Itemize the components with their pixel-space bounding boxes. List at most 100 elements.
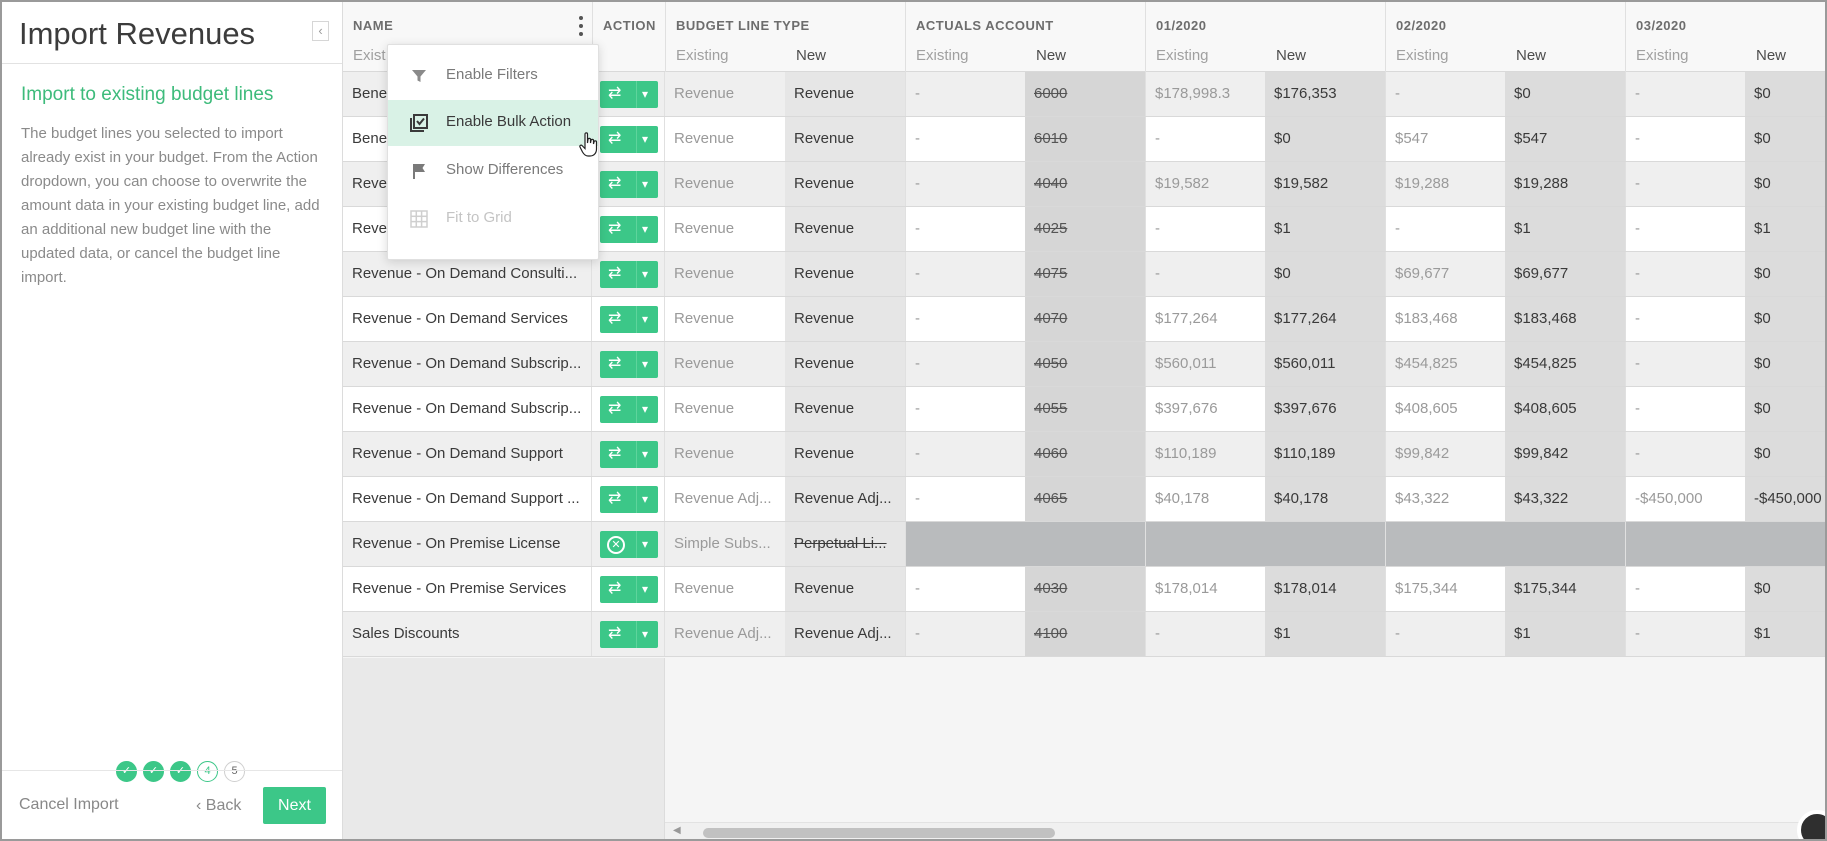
swap-arrows-icon: ⇄ [608,625,622,642]
swap-arrows-icon: ⇄ [608,490,622,507]
month-3-existing-cell: - [1625,252,1745,296]
chevron-down-icon: ▾ [642,402,649,416]
type-existing-cell: Revenue [665,567,785,611]
subcolumn-new: New [1516,47,1547,64]
column-menu-icon[interactable] [578,16,584,36]
swap-arrows-icon: ⇄ [608,130,622,147]
overwrite-action-dropdown[interactable]: ⇄ ▾ [600,441,658,468]
type-new-cell: Revenue [785,567,905,611]
month-3-existing-cell: - [1625,297,1745,341]
account-existing-cell: - [905,252,1025,296]
divider [2,63,342,64]
type-existing-cell: Revenue Adj... [665,612,785,656]
menu-item-fit-to-grid[interactable]: Fit to Grid [388,196,598,242]
divider [636,531,637,558]
month-3-new-cell: $0 [1745,162,1825,206]
column-header-budget-line-type[interactable]: BUDGET LINE TYPE Existing New [665,2,905,72]
month-1-existing-cell [1145,522,1265,566]
month-3-new-cell: -$450,000 [1745,477,1825,521]
overwrite-action-dropdown[interactable]: ⇄ ▾ [600,351,658,378]
account-existing-cell [905,522,1025,566]
chevron-down-icon: ▾ [642,447,649,461]
column-header-action[interactable]: ACTION [592,2,665,72]
overwrite-action-dropdown[interactable]: ⇄ ▾ [600,306,658,333]
column-header-month-1[interactable]: 01/2020 Existing New [1145,2,1385,72]
overwrite-action-dropdown[interactable]: ⇄ ▾ [600,261,658,288]
column-header-actuals-account[interactable]: ACTUALS ACCOUNT Existing New [905,2,1145,72]
overwrite-action-dropdown[interactable]: ⇄ ▾ [600,216,658,243]
divider [636,126,637,153]
action-cell: ⇄ ▾ [592,477,665,521]
type-existing-cell: Revenue [665,252,785,296]
back-link[interactable]: ‹ Back [196,797,241,815]
swap-arrows-icon: ⇄ [608,85,622,102]
column-title: 02/2020 [1396,18,1447,33]
type-existing-cell: Revenue [665,432,785,476]
account-existing-cell: - [905,162,1025,206]
swap-arrows-icon: ⇄ [608,355,622,372]
type-existing-cell: Revenue [665,297,785,341]
overwrite-action-dropdown[interactable]: ⇄ ▾ [600,126,658,153]
filter-icon [412,70,426,82]
account-new-cell: 6000 [1025,72,1145,116]
subcolumn-new: New [1276,47,1307,64]
account-new-cell: 6010 [1025,117,1145,161]
menu-item-show-differences[interactable]: Show Differences [388,148,598,194]
column-header-month-2[interactable]: 02/2020 Existing New [1385,2,1625,72]
swap-arrows-icon: ⇄ [608,400,622,417]
swap-arrows-icon: ⇄ [608,265,622,282]
type-existing-cell: Simple Subs... [665,522,785,566]
month-2-existing-cell: - [1385,72,1505,116]
column-title: ACTION [603,18,656,33]
divider [636,351,637,378]
menu-item-enable-bulk-action[interactable]: Enable Bulk Action [388,100,598,146]
overwrite-action-dropdown[interactable]: ⇄ ▾ [600,576,658,603]
divider [636,396,637,423]
overwrite-action-dropdown[interactable]: ⇄ ▾ [600,396,658,423]
month-1-new-cell: $0 [1265,117,1385,161]
month-3-existing-cell: - [1625,162,1745,206]
month-3-new-cell: $0 [1745,567,1825,611]
type-new-cell: Revenue [785,387,905,431]
swap-arrows-icon: ⇄ [608,580,622,597]
cancel-import-link[interactable]: Cancel Import [19,796,119,813]
overwrite-action-dropdown[interactable]: ⇄ ▾ [600,486,658,513]
overwrite-action-dropdown[interactable]: ⇄ ▾ [600,81,658,108]
month-3-existing-cell: - [1625,207,1745,251]
column-header-month-3[interactable]: 03/2020 Existing New [1625,2,1825,72]
account-existing-cell: - [905,297,1025,341]
menu-item-enable-filters[interactable]: Enable Filters [388,53,598,99]
action-cell: ⇄ ▾ [592,162,665,206]
scrollbar-thumb[interactable] [703,828,1055,838]
type-new-cell: Revenue [785,297,905,341]
menu-item-label: Enable Bulk Action [446,113,572,130]
month-1-new-cell: $19,582 [1265,162,1385,206]
month-3-existing-cell: - [1625,612,1745,656]
month-3-existing-cell: - [1625,387,1745,431]
table-row: Revenue - On Demand Support ... ⇄ ▾ Revenue… [343,477,1825,522]
chevron-left-icon: ‹ [318,23,323,38]
account-existing-cell: - [905,612,1025,656]
name-cell: Revenue - On Demand Subscrip... [343,387,592,431]
account-new-cell: 4075 [1025,252,1145,296]
scroll-left-icon[interactable]: ◀ [673,825,681,836]
column-title: 01/2020 [1156,18,1207,33]
month-3-existing-cell: -$450,000 [1625,477,1745,521]
subcolumn-existing: Existing [1636,47,1689,64]
next-button[interactable]: Next [263,787,326,824]
overwrite-action-dropdown[interactable]: ⇄ ▾ [600,171,658,198]
type-new-cell: Revenue [785,117,905,161]
table-row: Revenue - On Demand Support ⇄ ▾ Revenue Reve… [343,432,1825,477]
collapse-panel-button[interactable]: ‹ [312,21,329,41]
cancel-action-dropdown[interactable]: ✕ ▾ [600,531,658,558]
overwrite-action-dropdown[interactable]: ⇄ ▾ [600,621,658,648]
column-header-name[interactable]: NAME Exist [343,2,592,72]
divider [636,576,637,603]
month-2-existing-cell: $183,468 [1385,297,1505,341]
type-existing-cell: Revenue [665,342,785,386]
flag-icon [413,164,425,179]
chevron-down-icon: ▾ [642,627,649,641]
month-1-new-cell: $110,189 [1265,432,1385,476]
account-new-cell: 4055 [1025,387,1145,431]
account-new-cell: 4060 [1025,432,1145,476]
